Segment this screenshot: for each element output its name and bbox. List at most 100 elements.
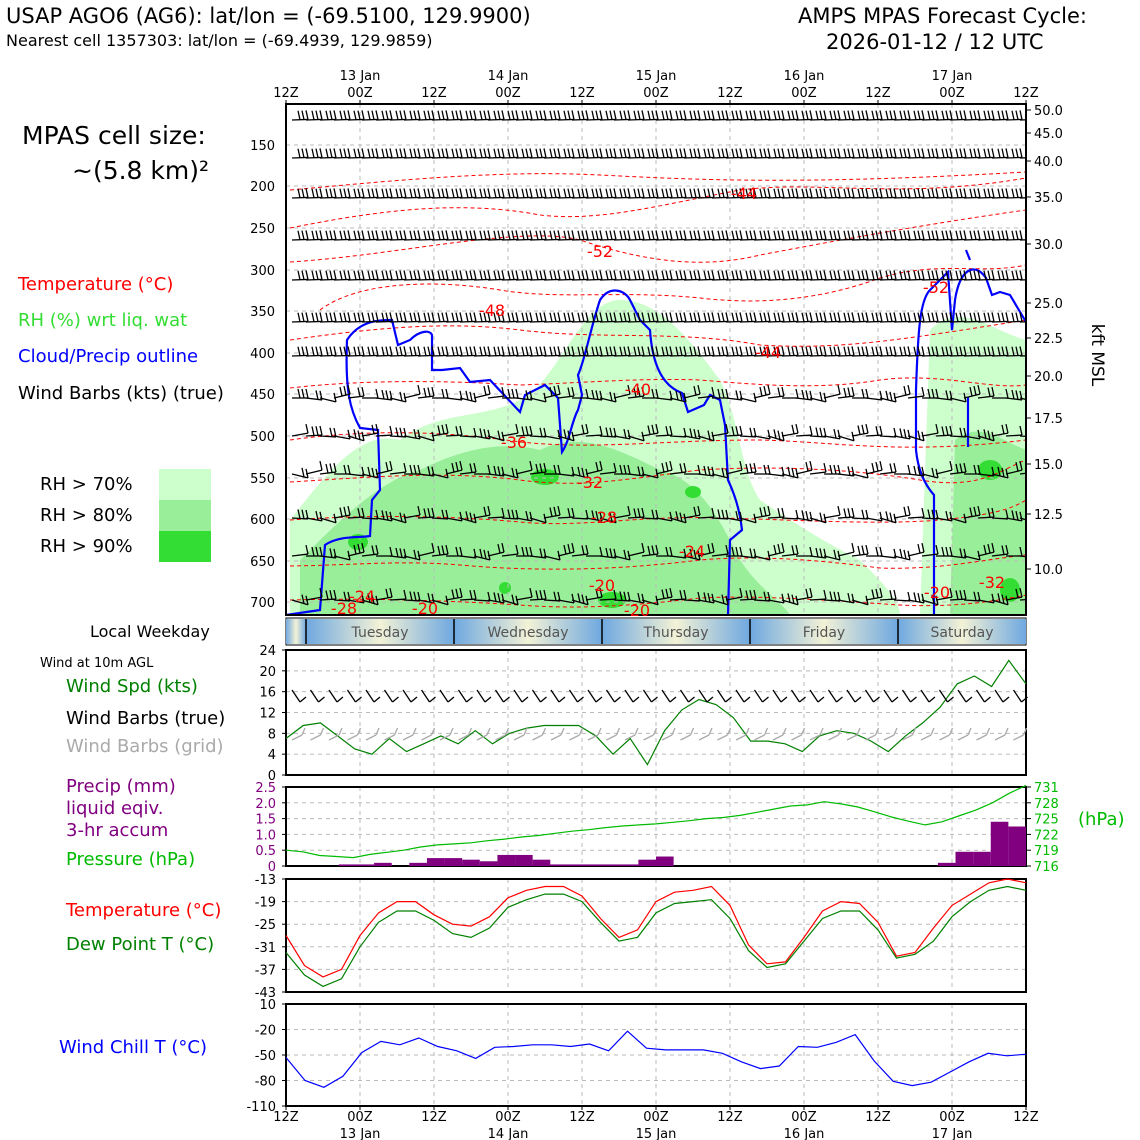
wind-barb bbox=[431, 230, 449, 241]
wind-barb bbox=[473, 188, 491, 199]
wind-barb bbox=[501, 270, 519, 281]
wind-barb bbox=[445, 148, 463, 159]
wind-barb bbox=[459, 110, 477, 121]
wind-barb bbox=[739, 110, 757, 121]
wind-barb bbox=[977, 386, 995, 399]
bottom-hour-label: 12Z bbox=[569, 1110, 595, 1125]
wind-barb bbox=[725, 230, 743, 241]
wind-barb bbox=[501, 188, 519, 199]
wind-barb bbox=[291, 188, 309, 199]
wind-barb bbox=[669, 427, 687, 438]
wind-barb bbox=[515, 230, 533, 241]
wind-barb bbox=[753, 385, 771, 399]
wind-barb-true bbox=[476, 689, 492, 703]
top-day-label: 14 Jan bbox=[488, 69, 529, 84]
wind-barb bbox=[809, 110, 827, 121]
temperature-contour-label: -44 bbox=[731, 184, 757, 203]
wind-barb bbox=[487, 230, 505, 241]
wind-barb-grid bbox=[735, 727, 750, 741]
wind-barb bbox=[669, 148, 687, 159]
wind-barb-grid bbox=[384, 727, 399, 741]
wind-barb bbox=[725, 390, 743, 401]
wind-barb bbox=[389, 346, 407, 357]
wind-barb bbox=[795, 425, 813, 437]
label-wind-barbs-true: Wind Barbs (true) bbox=[66, 708, 226, 729]
wind-barb bbox=[571, 544, 589, 557]
wind-barb bbox=[935, 270, 953, 281]
wind-barb bbox=[375, 312, 393, 323]
wind-barb bbox=[319, 148, 337, 159]
wind-barb bbox=[669, 312, 687, 323]
wind-barb bbox=[935, 188, 953, 199]
top-hour-label: 00Z bbox=[643, 86, 669, 101]
weekday-label: Saturday bbox=[930, 625, 993, 641]
wind-barb bbox=[879, 270, 897, 281]
wind-barb bbox=[684, 464, 701, 475]
wind-barb-grid bbox=[495, 727, 510, 741]
wind-barb bbox=[305, 312, 323, 323]
wind-barb bbox=[544, 464, 561, 475]
wind-barb bbox=[1005, 188, 1023, 199]
wind-barb bbox=[977, 543, 995, 557]
y-tick-label: 0.5 bbox=[255, 844, 276, 859]
wind-barb bbox=[753, 270, 771, 281]
wind-barb bbox=[697, 270, 715, 281]
wind-barb bbox=[795, 148, 813, 159]
wind-barb bbox=[585, 346, 603, 357]
temperature-contour-label: -52 bbox=[587, 242, 613, 261]
wind-barb bbox=[795, 188, 813, 199]
wind-barb bbox=[613, 346, 631, 357]
wind-barb bbox=[585, 110, 603, 121]
wind-barb bbox=[613, 270, 631, 281]
wind-barb bbox=[669, 270, 687, 281]
pressure-tick-label: 250 bbox=[250, 222, 275, 237]
wind-barb bbox=[1005, 425, 1023, 437]
wind-barb bbox=[851, 423, 869, 437]
wind-barb bbox=[921, 270, 939, 281]
wind-barb bbox=[627, 543, 645, 557]
wind-barb bbox=[361, 270, 379, 281]
wind-barb-grid bbox=[439, 727, 454, 741]
wind-barb bbox=[543, 230, 561, 241]
wind-barb-grid bbox=[550, 727, 565, 741]
wind-barb bbox=[557, 270, 575, 281]
wind-barb bbox=[375, 230, 393, 241]
precip-bar bbox=[567, 864, 586, 866]
wind-barb bbox=[403, 148, 421, 159]
wind-barb-true bbox=[883, 689, 899, 703]
weekday-label: Thursday bbox=[642, 625, 708, 641]
wind-barb-grid bbox=[920, 727, 935, 741]
wind-barb bbox=[347, 346, 365, 357]
wind-barb bbox=[347, 188, 365, 199]
y-tick-label: 0 bbox=[268, 769, 276, 784]
wind-barb bbox=[431, 346, 449, 357]
wind-barb bbox=[739, 312, 757, 323]
wind-barb bbox=[1019, 312, 1026, 323]
precip-bar bbox=[937, 862, 956, 866]
wind-barb bbox=[767, 312, 785, 323]
wind-barb bbox=[935, 230, 953, 241]
wind-barb bbox=[487, 543, 505, 557]
wind-barb bbox=[683, 110, 701, 121]
wind-barb-true bbox=[809, 689, 825, 703]
wind-barb bbox=[361, 148, 379, 159]
wind-barb bbox=[501, 544, 519, 557]
wind-barb bbox=[823, 591, 841, 602]
wind-barb bbox=[837, 230, 855, 241]
temperature-contour-label: -36 bbox=[501, 433, 527, 452]
pressure-line bbox=[285, 784, 1027, 859]
wind-barb bbox=[865, 148, 883, 159]
wind-barb bbox=[501, 509, 519, 520]
wind-barb bbox=[1019, 397, 1026, 401]
wind-barb bbox=[319, 346, 337, 357]
wind-barb bbox=[655, 188, 673, 199]
pressure-tick-label: 550 bbox=[250, 472, 275, 487]
wind-barb bbox=[501, 346, 519, 357]
wind-barb bbox=[795, 270, 813, 281]
wind-barb-true bbox=[531, 689, 547, 703]
wind-barb bbox=[473, 312, 491, 323]
wind-barb-grid bbox=[643, 727, 658, 741]
wind-barb bbox=[305, 346, 323, 357]
wind-barb bbox=[739, 188, 757, 199]
wind-barb bbox=[319, 270, 337, 281]
